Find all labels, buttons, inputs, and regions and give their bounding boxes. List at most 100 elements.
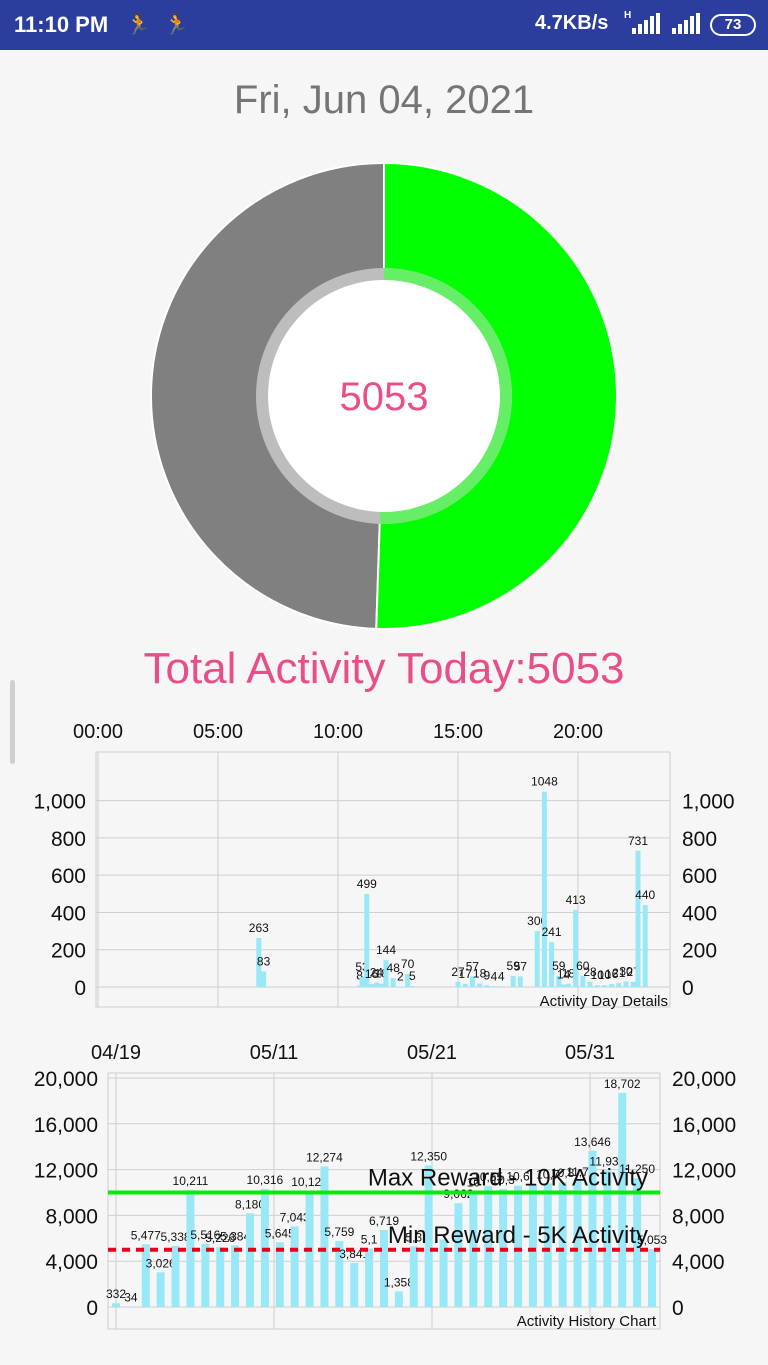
bar bbox=[394, 1291, 403, 1307]
bar bbox=[477, 983, 483, 987]
bar bbox=[335, 1241, 344, 1307]
bar bbox=[573, 910, 579, 987]
bar-value-label: 4 bbox=[491, 969, 498, 983]
y-tick-label-right: 8,000 bbox=[672, 1205, 725, 1228]
bar-value-label: 5,645 bbox=[265, 1226, 295, 1240]
bar-value-label: 28 bbox=[583, 965, 597, 979]
chart-frame bbox=[95, 751, 671, 1008]
bar bbox=[543, 1183, 552, 1307]
bar-value-label: 263 bbox=[249, 921, 269, 935]
bar bbox=[648, 1249, 656, 1307]
bar bbox=[565, 983, 571, 987]
y-tick-label-right: 200 bbox=[682, 940, 717, 963]
y-tick-label-left: 600 bbox=[51, 865, 86, 888]
bar bbox=[359, 977, 365, 987]
bar-value-label: 12,350 bbox=[410, 1150, 447, 1164]
y-tick-label-right: 20,000 bbox=[672, 1068, 736, 1091]
chart-description: Activity Day Details bbox=[540, 993, 668, 1010]
bar-value-label: 1,358 bbox=[384, 1275, 414, 1289]
bar bbox=[580, 975, 586, 987]
bar-value-label: 5,338 bbox=[161, 1230, 191, 1244]
bar bbox=[609, 984, 615, 987]
bar-value-label: 8 bbox=[356, 969, 363, 983]
bar-value-label: 7,043 bbox=[280, 1210, 310, 1224]
bar-value-label: 499 bbox=[357, 877, 377, 891]
bar-value-label: 14 bbox=[557, 967, 571, 981]
bar-value-label: 27 bbox=[451, 965, 465, 979]
bar-value-label: 18,702 bbox=[604, 1077, 641, 1091]
bar-value-label: 10,211 bbox=[173, 1174, 209, 1188]
y-tick-label-left: 12,000 bbox=[34, 1160, 98, 1183]
bar-value-label: 5,759 bbox=[324, 1225, 354, 1239]
bar-value-label: 10,55 bbox=[473, 1170, 503, 1184]
bar bbox=[517, 976, 523, 987]
donut-center bbox=[268, 280, 500, 512]
bar-value-label: 731 bbox=[628, 834, 648, 848]
bar bbox=[510, 976, 516, 987]
bar bbox=[369, 984, 375, 987]
y-tick-label-left: 16,000 bbox=[34, 1114, 98, 1137]
bar-value-label: 59 bbox=[507, 959, 521, 973]
bar bbox=[409, 1246, 418, 1307]
donut-center-value: 5053 bbox=[340, 375, 429, 419]
bar-value-label: 30 bbox=[619, 964, 633, 978]
chart-description: Activity History Chart bbox=[517, 1313, 657, 1330]
bar bbox=[616, 983, 622, 987]
bar-value-label: 4 bbox=[498, 969, 505, 983]
y-tick-label-right: 600 bbox=[682, 865, 717, 888]
bar bbox=[365, 1248, 374, 1307]
x-tick-label: 05/31 bbox=[565, 1042, 615, 1064]
status-bar: 11:10 PM 🏃 🏃 4.7KB/s H 73 bbox=[0, 0, 768, 50]
bar bbox=[231, 1245, 240, 1307]
y-tick-label-left: 200 bbox=[51, 940, 86, 963]
bar-value-label: 70 bbox=[401, 957, 415, 971]
bar bbox=[635, 850, 641, 987]
y-tick-label-right: 800 bbox=[682, 828, 717, 851]
bar-value-label: 5,053 bbox=[637, 1233, 667, 1247]
current-date: Fri, Jun 04, 2021 bbox=[233, 78, 535, 122]
bar-value-label: 16 bbox=[365, 967, 379, 981]
bar-value-label: 413 bbox=[566, 893, 586, 907]
bar-value-label: 34 bbox=[124, 1291, 138, 1305]
bar bbox=[275, 1242, 284, 1307]
y-tick-label-right: 1,000 bbox=[682, 791, 735, 814]
bar-value-label: 241 bbox=[542, 925, 562, 939]
bar-value-label: 5,226 bbox=[205, 1231, 235, 1245]
y-tick-label-right: 0 bbox=[682, 977, 694, 1000]
bar bbox=[556, 976, 562, 987]
bar bbox=[350, 1263, 359, 1307]
bar bbox=[373, 982, 379, 987]
x-tick-label: 05:00 bbox=[193, 721, 243, 743]
battery-icon: 73 bbox=[710, 14, 756, 36]
y-tick-label-left: 800 bbox=[51, 828, 86, 851]
bar bbox=[541, 791, 547, 987]
min-reward-label: Min Reward - 5K Activity bbox=[388, 1222, 648, 1249]
bar bbox=[618, 1092, 627, 1307]
bar-value-label: 18 bbox=[473, 967, 487, 981]
bar-value-label: 21 bbox=[612, 966, 626, 980]
bar bbox=[573, 1181, 582, 1307]
bar-value-label: 83 bbox=[257, 955, 271, 969]
bar bbox=[216, 1247, 225, 1307]
bar-value-label: 57 bbox=[466, 959, 480, 973]
bar bbox=[462, 983, 468, 987]
y-tick-label-left: 0 bbox=[74, 977, 86, 1000]
x-tick-label: 00:00 bbox=[73, 721, 123, 743]
bar-value-label: 5,384 bbox=[220, 1229, 250, 1243]
bar-value-label: 5,3 bbox=[405, 1230, 422, 1244]
bar-value-label: 5,516 bbox=[190, 1228, 220, 1242]
x-tick-label: 05/21 bbox=[407, 1042, 457, 1064]
bar-value-label: 1048 bbox=[531, 775, 558, 789]
bar bbox=[290, 1226, 299, 1307]
bar-value-label: 13,646 bbox=[574, 1135, 611, 1149]
network-speed: 4.7KB/s bbox=[535, 12, 609, 34]
bar bbox=[454, 1203, 463, 1307]
bar-value-label: 144 bbox=[376, 943, 396, 957]
bar bbox=[561, 984, 567, 987]
y-tick-label-right: 4,000 bbox=[672, 1251, 725, 1274]
bar-value-label: 10,316 bbox=[247, 1173, 284, 1187]
y-tick-label-left: 8,000 bbox=[45, 1205, 98, 1228]
bar bbox=[439, 1239, 448, 1307]
y-tick-label-right: 16,000 bbox=[672, 1114, 736, 1137]
bar bbox=[201, 1243, 210, 1307]
